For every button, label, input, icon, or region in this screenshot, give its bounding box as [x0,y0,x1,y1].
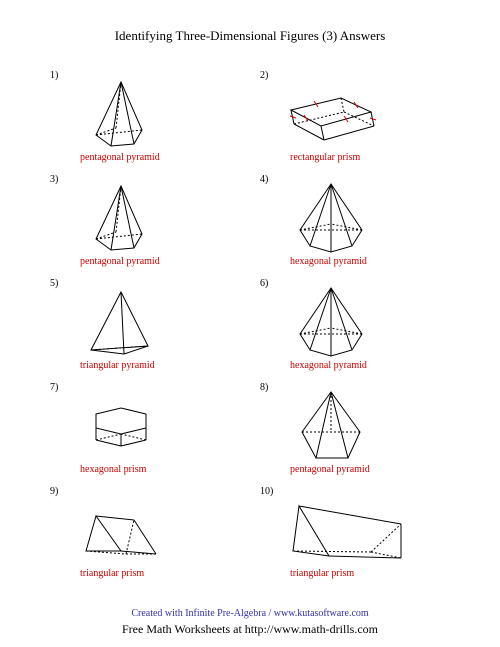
shape-figure [286,392,376,460]
item-number: 10) [260,486,273,497]
shape-figure [286,184,376,252]
item-number: 3) [50,174,58,185]
answer-label: triangular pyramid [80,360,155,371]
item-number: 9) [50,486,58,497]
shape-figure [76,288,166,356]
answer-label: hexagonal pyramid [290,256,367,267]
shape-figure [76,184,166,252]
footer-credit: Created with Infinite Pre-Algebra / www.… [0,608,500,619]
item-number: 6) [260,278,268,289]
answer-label: pentagonal pyramid [290,464,370,475]
item-number: 1) [50,70,58,81]
shape-figure [76,80,166,148]
footer-source: Free Math Worksheets at http://www.math-… [0,622,500,637]
item-number: 4) [260,174,268,185]
item-number: 7) [50,382,58,393]
page-title: Identifying Three-Dimensional Figures (3… [0,0,500,44]
item-number: 2) [260,70,268,81]
shape-figure [76,392,166,460]
answer-label: pentagonal pyramid [80,152,160,163]
item-number: 5) [50,278,58,289]
answer-label: triangular prism [80,568,144,579]
shape-figure [286,496,416,564]
shape-figure [286,80,376,148]
shape-figure [76,496,166,564]
answer-label: hexagonal pyramid [290,360,367,371]
item-number: 8) [260,382,268,393]
shape-figure [286,288,376,356]
answer-label: pentagonal pyramid [80,256,160,267]
worksheet-grid: 1) pentagonal pyramid 2) [50,70,470,587]
answer-label: hexagonal prism [80,464,146,475]
answer-label: triangular prism [290,568,354,579]
answer-label: rectangular prism [290,152,360,163]
